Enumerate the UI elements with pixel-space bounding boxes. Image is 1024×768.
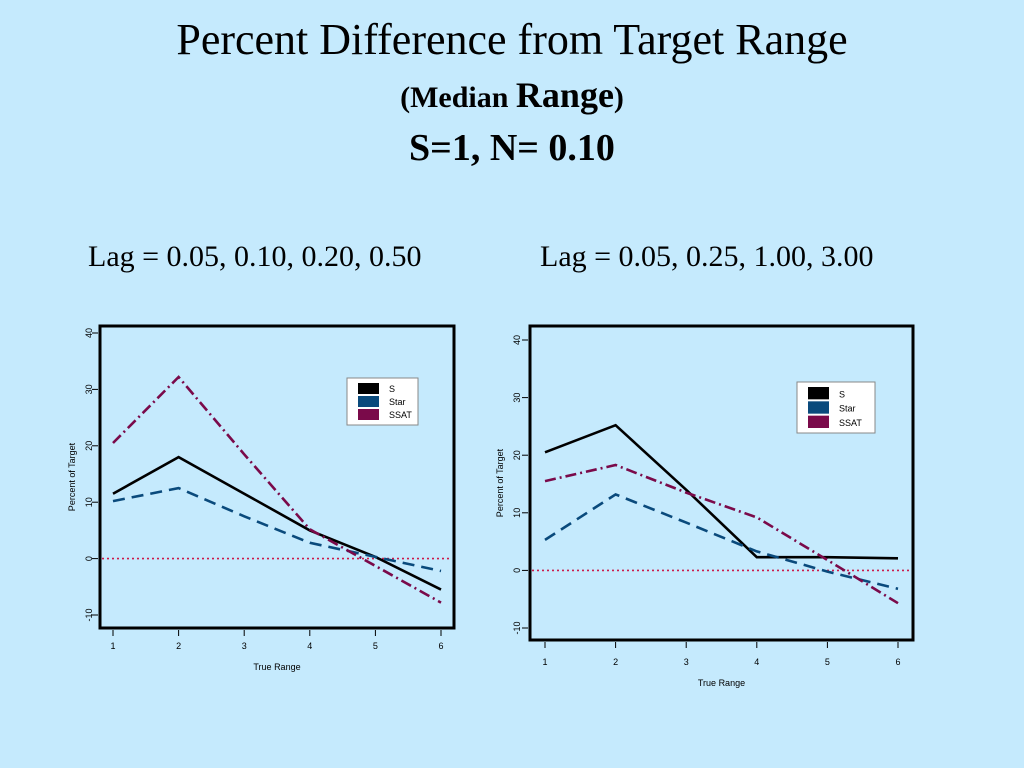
page-subtitle: (Median Range) — [0, 74, 1024, 116]
chart-1-legend-swatch-s — [358, 383, 379, 394]
chart-2-legend-label-ssat: SSAT — [839, 418, 862, 428]
chart-2-legend-swatch-s — [808, 387, 829, 400]
chart-2-legend-swatch-ssat — [808, 415, 829, 428]
chart-2-series-s-line — [544, 423, 899, 560]
chart-2-x-tick-label: 2 — [613, 657, 618, 667]
chart-1-plot-frame — [98, 324, 456, 630]
chart-2-legend-label-star: Star — [839, 404, 856, 414]
chart-1-x-tick-label: 2 — [176, 641, 181, 651]
chart-1-series-ssat-line — [112, 375, 442, 604]
chart-1-y-tick-label: 20 — [84, 441, 94, 451]
chart-1-legend-swatch-ssat — [358, 409, 379, 420]
chart-2-y-axis-label: Percent of Target — [495, 448, 505, 517]
chart-1-y-tick-label: 0 — [84, 556, 94, 561]
chart-1-lag-label: Lag = 0.05, 0.10, 0.20, 0.50 — [88, 240, 422, 273]
chart-2-y-tick-label: 30 — [512, 393, 522, 403]
subtitle-range: Range — [515, 75, 614, 115]
page-title: Percent Difference from Target Range — [176, 15, 848, 64]
chart-1-x-tick-label: 4 — [307, 641, 312, 651]
chart-1-legend-swatch-star — [358, 396, 379, 407]
chart-2-y-tick-label: 0 — [512, 568, 522, 573]
chart-2-series-star-line — [544, 492, 899, 591]
chart-2-x-axis-label: True Range — [698, 678, 745, 688]
chart-2-legend-label-s: S — [839, 389, 845, 399]
chart-2-x-tick-label: 6 — [895, 657, 900, 667]
chart-1-x-axis-label: True Range — [253, 662, 300, 672]
subtitle-median: Median — [410, 81, 516, 114]
chart-2-x-tick-label: 4 — [754, 657, 759, 667]
chart-2-y-tick-label: 10 — [512, 508, 522, 518]
chart-1-y-tick-label: 40 — [84, 328, 94, 338]
chart-1-legend-label-s: S — [389, 384, 395, 394]
chart-1-x-tick-label: 1 — [110, 641, 115, 651]
chart-1-y-axis-label: Percent of Target — [67, 442, 77, 511]
chart-1-legend-label-star: Star — [389, 397, 406, 407]
chart-1-y-tick-label: -10 — [84, 608, 94, 621]
chart-1-y-tick-label: 10 — [84, 497, 94, 507]
chart-1-x-tick-label: 5 — [373, 641, 378, 651]
subtitle-open-paren: ( — [400, 81, 411, 114]
chart-2-y-tick-label: 20 — [512, 450, 522, 460]
chart-1-series-s-line — [112, 455, 442, 591]
chart-2-plot-frame — [528, 324, 915, 642]
chart-2-x-tick-label: 1 — [542, 657, 547, 667]
chart-1-x-tick-label: 6 — [438, 641, 443, 651]
chart-1-x-tick-label: 3 — [242, 641, 247, 651]
chart-2-lag-label: Lag = 0.05, 0.25, 1.00, 3.00 — [540, 240, 874, 273]
chart-2-y-tick-label: -10 — [512, 621, 522, 634]
subtitle-close-paren: ) — [613, 81, 624, 114]
chart-2-x-tick-label: 5 — [825, 657, 830, 667]
chart-2-series-ssat-line — [544, 463, 899, 605]
parameters-title: S=1, N= 0.10 — [409, 127, 615, 169]
chart-1-legend-label-ssat: SSAT — [389, 410, 412, 420]
chart-1-y-tick-label: 30 — [84, 384, 94, 394]
chart-2-y-tick-label: 40 — [512, 335, 522, 345]
chart-2-legend-swatch-star — [808, 401, 829, 414]
chart-2-x-tick-label: 3 — [684, 657, 689, 667]
chart-1-series-star-line — [112, 486, 442, 573]
